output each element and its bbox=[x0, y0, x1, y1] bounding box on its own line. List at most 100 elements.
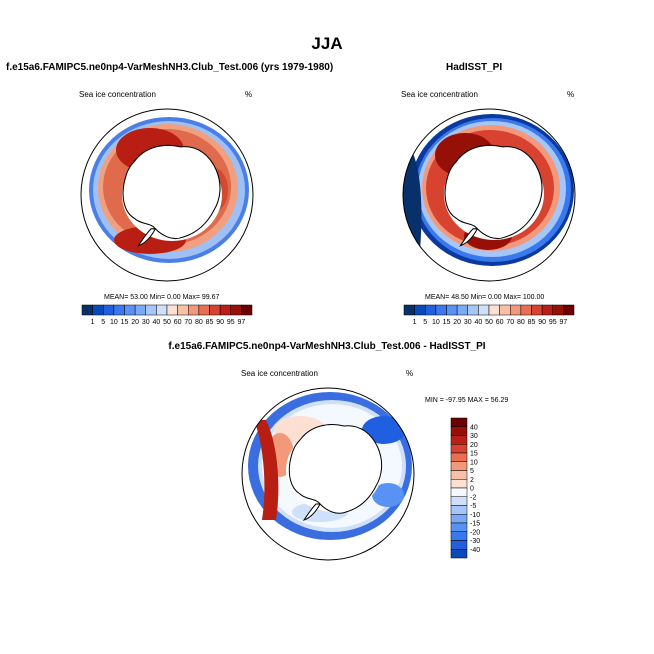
panel-2-colorbar-swatch bbox=[563, 304, 575, 316]
panel-2-colorbar-swatch bbox=[488, 304, 500, 316]
panel-1-colorbar-swatch bbox=[198, 304, 210, 316]
panel-3-colorbar-tick-label: -20 bbox=[470, 529, 480, 536]
panel-1-colorbar-tick-label: 60 bbox=[174, 319, 182, 326]
panel-1-colorbar-tick-label: 5 bbox=[101, 319, 105, 326]
panel-1-colorbar-tick-label: 1 bbox=[91, 319, 95, 326]
panel-1-colorbar-swatch bbox=[134, 304, 146, 316]
panel-3-colorbar-tick-label: -15 bbox=[470, 521, 480, 528]
panel-3-colorbar-swatch bbox=[450, 487, 468, 497]
panel-3-colorbar-swatch bbox=[450, 540, 468, 550]
panel-1-colorbar-swatch bbox=[92, 304, 104, 316]
panel-2-colorbar-swatch bbox=[435, 304, 447, 316]
panel-2-units: % bbox=[567, 90, 575, 99]
panel-2-colorbar-swatch bbox=[510, 304, 522, 316]
panel-2-colorbar-tick-label: 85 bbox=[528, 319, 536, 326]
panel-1-colorbar-swatch bbox=[156, 304, 168, 316]
panel-3-colorbar-swatch bbox=[450, 505, 468, 515]
panel-3-colorbar-swatch bbox=[450, 435, 468, 445]
panel-3-colorbar-tick-label: -40 bbox=[470, 547, 480, 554]
panel-1-colorbar-tick-label: 90 bbox=[216, 319, 224, 326]
panel-2-colorbar-tick-label: 10 bbox=[432, 319, 440, 326]
panel-2-colorbar-swatch bbox=[425, 304, 437, 316]
panel-2-colorbar-swatch bbox=[414, 304, 426, 316]
panel-3-colorbar-swatch bbox=[450, 479, 468, 489]
panel-1-colorbar-swatch bbox=[241, 304, 253, 316]
panel-3-colorbar-tick-label: 20 bbox=[470, 442, 478, 449]
panel-1-colorbar-tick-label: 97 bbox=[237, 319, 245, 326]
panel-1-colorbar-swatch bbox=[166, 304, 178, 316]
panel-1-title: f.e15a6.FAMIPC5.ne0np4-VarMeshNH3.Club_T… bbox=[6, 62, 334, 73]
panel-3-colorbar-swatch bbox=[450, 531, 468, 541]
panel-1-colorbar-tick-label: 50 bbox=[163, 319, 171, 326]
panel-1-map bbox=[80, 108, 254, 282]
panel-2-colorbar-tick-label: 40 bbox=[474, 319, 482, 326]
panel-3-colorbar-tick-label: 10 bbox=[470, 459, 478, 466]
panel-2-colorbar-tick-label: 70 bbox=[506, 319, 514, 326]
panel-1-colorbar-tick-label: 70 bbox=[184, 319, 192, 326]
panel-3-colorbar-swatch bbox=[450, 444, 468, 454]
panel-2-map bbox=[402, 108, 576, 282]
panel-3-stats: MIN = -97.95 MAX = 56.29 bbox=[425, 397, 509, 404]
panel-1-colorbar-tick-label: 15 bbox=[121, 319, 129, 326]
panel-1-colorbar-tick-label: 20 bbox=[131, 319, 139, 326]
panel-1-colorbar-swatch bbox=[177, 304, 189, 316]
panel-3-variable-label: Sea ice concentration bbox=[241, 369, 318, 378]
panel-3-colorbar-swatch bbox=[450, 417, 468, 427]
panel-1-colorbar-swatch bbox=[219, 304, 231, 316]
panel-3-colorbar-tick-label: 0 bbox=[470, 486, 474, 493]
panel-2-colorbar-tick-label: 50 bbox=[485, 319, 493, 326]
panel-2-colorbar-swatch bbox=[456, 304, 468, 316]
panel-2-colorbar-swatch bbox=[446, 304, 458, 316]
panel-2-colorbar-tick-label: 80 bbox=[517, 319, 525, 326]
panel-2-colorbar-tick-label: 5 bbox=[423, 319, 427, 326]
panel-2-colorbar-tick-label: 15 bbox=[443, 319, 451, 326]
panel-3-colorbar-tick-label: 5 bbox=[470, 468, 474, 475]
panel-3-title: f.e15a6.FAMIPC5.ne0np4-VarMeshNH3.Club_T… bbox=[168, 341, 486, 352]
panel-3-colorbar-swatch bbox=[450, 496, 468, 506]
panel-2-colorbar: 1 5 10 15 20 30 40 50 60 70 80 85 90 95 97 bbox=[403, 304, 575, 326]
panel-3-colorbar-tick-label: 15 bbox=[470, 451, 478, 458]
panel-1-stats: MEAN= 53.00 Min= 0.00 Max= 99.67 bbox=[104, 294, 220, 301]
panel-3-colorbar-tick-label: 30 bbox=[470, 433, 478, 440]
panel-1-colorbar-tick-label: 95 bbox=[227, 319, 235, 326]
panel-1-colorbar-tick-label: 85 bbox=[206, 319, 214, 326]
panel-1-colorbar-swatch bbox=[188, 304, 200, 316]
panel-2-colorbar-swatch bbox=[541, 304, 553, 316]
panel-1-colorbar: 1 5 10 15 20 30 40 50 60 70 80 85 90 95 97 bbox=[81, 304, 253, 326]
panel-3-colorbar-swatch bbox=[450, 549, 468, 559]
panel-3-map bbox=[241, 387, 415, 561]
panel-2-colorbar-tick-label: 60 bbox=[496, 319, 504, 326]
panel-2-colorbar-swatch bbox=[499, 304, 511, 316]
panel-2-colorbar-swatch bbox=[552, 304, 564, 316]
panel-1-colorbar-tick-label: 30 bbox=[142, 319, 150, 326]
panel-1-colorbar-swatch bbox=[145, 304, 157, 316]
panel-3-colorbar-swatch bbox=[450, 514, 468, 524]
panel-2-colorbar-tick-label: 95 bbox=[549, 319, 557, 326]
panel-2-stats: MEAN= 48.50 Min= 0.00 Max= 100.00 bbox=[425, 294, 545, 301]
panel-2-colorbar-swatch bbox=[467, 304, 479, 316]
panel-2-variable-label: Sea ice concentration bbox=[401, 90, 478, 99]
panel-1-colorbar-tick-label: 40 bbox=[152, 319, 160, 326]
panel-1-colorbar-swatch bbox=[81, 304, 93, 316]
panel-3-colorbar-tick-label: -2 bbox=[470, 494, 476, 501]
panel-3-colorbar-tick-label: -10 bbox=[470, 512, 480, 519]
panel-3-colorbar-tick-label: 2 bbox=[470, 477, 474, 484]
panel-3-colorbar-swatch bbox=[450, 470, 468, 480]
panel-2-colorbar-tick-label: 1 bbox=[413, 319, 417, 326]
panel-1-units: % bbox=[245, 90, 253, 99]
panel-3-colorbar-tick-label: -5 bbox=[470, 503, 476, 510]
panel-2-colorbar-swatch bbox=[403, 304, 415, 316]
panel-3-colorbar-swatch bbox=[450, 426, 468, 436]
panel-2-colorbar-tick-label: 20 bbox=[453, 319, 461, 326]
panel-3-colorbar-swatch bbox=[450, 452, 468, 462]
panel-3-colorbar-swatch bbox=[450, 461, 468, 471]
panel-1-colorbar-tick-label: 10 bbox=[110, 319, 118, 326]
panel-2-colorbar-swatch bbox=[478, 304, 490, 316]
figure-title: JJA bbox=[311, 34, 343, 53]
panel-2-colorbar-tick-label: 30 bbox=[464, 319, 472, 326]
panel-3-colorbar-swatch bbox=[450, 522, 468, 532]
panel-1-colorbar-swatch bbox=[103, 304, 115, 316]
panel-1-colorbar-tick-label: 80 bbox=[195, 319, 203, 326]
